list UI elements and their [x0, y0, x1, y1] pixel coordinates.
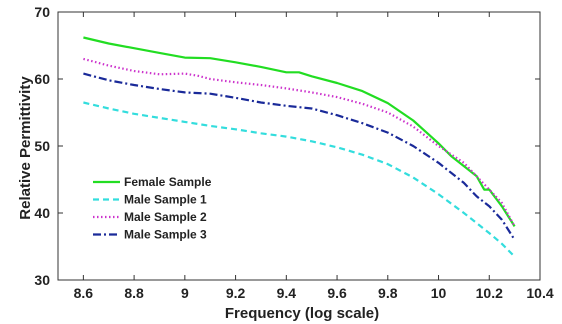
y-tick-label: 40: [34, 205, 50, 221]
y-axis: 30 40 50 60 70: [34, 4, 540, 288]
y-axis-label: Relative Permittivity: [17, 76, 34, 220]
legend-label: Male Sample 2: [124, 210, 207, 224]
y-tick-label: 50: [34, 138, 50, 154]
x-tick-label: 10.2: [476, 285, 503, 301]
x-axis: 8.6 8.8 9 9.2 9.4 9.6 9.8 10 10.2 10.4: [74, 12, 554, 301]
series-line-2: [83, 101, 516, 258]
x-tick-label: 8.6: [74, 285, 94, 301]
series-layer: [83, 36, 516, 258]
x-tick-label: 10: [431, 285, 447, 301]
x-tick-label: 8.8: [124, 285, 144, 301]
x-tick-label: 9: [181, 285, 189, 301]
legend-label: Male Sample 1: [124, 193, 207, 207]
series-line-1: [83, 36, 516, 227]
x-tick-label: 9.8: [378, 285, 398, 301]
legend-label: Male Sample 3: [124, 228, 207, 242]
x-tick-label: 9.6: [327, 285, 347, 301]
x-tick-label: 9.4: [277, 285, 297, 301]
x-tick-label: 10.4: [526, 285, 553, 301]
legend: Female Sample Male Sample 1 Male Sample 2 M…: [87, 169, 221, 249]
x-tick-label: 9.2: [226, 285, 246, 301]
y-tick-label: 60: [34, 71, 50, 87]
series-line-4: [83, 72, 516, 241]
legend-label: Female Sample: [124, 175, 212, 189]
y-tick-label: 30: [34, 272, 50, 288]
y-tick-label: 70: [34, 4, 50, 20]
series-line-3: [83, 57, 516, 227]
x-axis-label: Frequency (log scale): [225, 305, 379, 322]
